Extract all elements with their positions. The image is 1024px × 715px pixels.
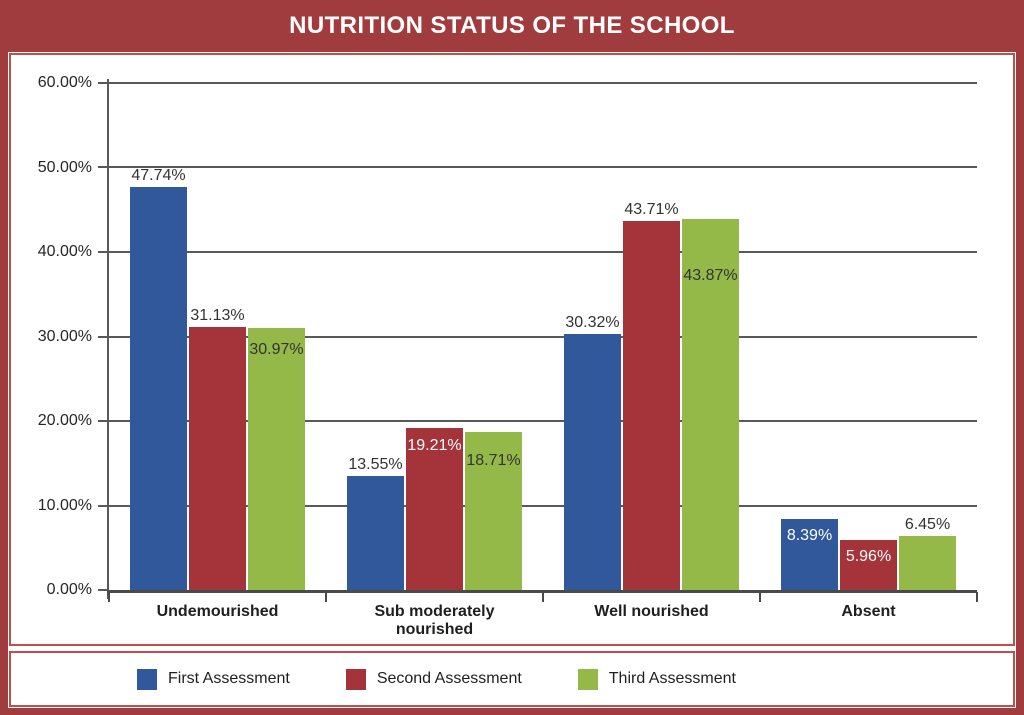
bar-value-label: 6.45%: [904, 515, 951, 533]
gridline: [109, 250, 977, 253]
category-label: Sub moderately nourished: [374, 603, 495, 638]
bar-group: 8.39% 5.96% 6.45%: [760, 83, 977, 590]
category-label: Absent: [841, 603, 896, 620]
category-cell: Undemourished: [109, 603, 326, 644]
x-axis-tick: [759, 592, 761, 602]
x-axis-tick: [976, 592, 978, 602]
bar-value-label: 31.13%: [190, 306, 245, 324]
category-axis: Undemourished Sub moderately nourished Wel…: [109, 594, 977, 644]
bar-group: 13.55% 19.21% 18.71%: [326, 83, 543, 590]
bar-value-label: 18.71%: [466, 451, 521, 469]
plot-area: 0.00% 10.00% 20.00% 30.00% 40.00% 50.00% 60.00…: [38, 74, 978, 602]
y-tick-label: 0.00%: [46, 581, 92, 598]
bar: 43.71%: [623, 201, 680, 590]
y-axis-tick: [98, 419, 109, 422]
y-axis-tick: [98, 504, 109, 507]
y-axis-tick: [98, 82, 109, 84]
bar: 5.96%: [840, 539, 897, 590]
bar-value-label: 5.96%: [845, 547, 892, 565]
bar-value-label: 43.71%: [624, 200, 679, 218]
bar-value-label: 8.39%: [786, 527, 833, 545]
legend: First Assessment Second Assessment Third A…: [9, 651, 1015, 707]
y-tick-label: 30.00%: [37, 327, 92, 345]
chart-card: 0.00% 10.00% 20.00% 30.00% 40.00% 50.00% 60.00…: [8, 52, 1016, 708]
category-cell: Absent: [760, 603, 977, 644]
y-axis-tick: [98, 166, 109, 169]
y-tick-label: 50.00%: [37, 158, 92, 176]
legend-label: Second Assessment: [376, 670, 522, 687]
bar-value-label: 19.21%: [407, 436, 462, 454]
x-axis-tick: [108, 592, 110, 602]
y-axis-tick: [98, 250, 109, 253]
legend-label: First Assessment: [168, 670, 290, 687]
bar-value-label: 13.55%: [348, 455, 403, 473]
bar-value-label: 47.74%: [131, 166, 186, 184]
category-label: Undemourished: [156, 603, 279, 620]
bar: 43.87%: [682, 219, 739, 590]
legend-swatch: [577, 668, 598, 690]
x-axis-tick: [325, 592, 327, 602]
bar-group: 47.74% 31.13% 30.97%: [109, 83, 326, 590]
y-axis-line: [107, 79, 109, 599]
legend-item: Third Assessment: [577, 668, 736, 690]
legend-item: First Assessment: [137, 668, 290, 690]
x-axis-line: [107, 590, 977, 593]
bar-group: 30.32% 43.71% 43.87%: [543, 83, 760, 590]
category-label: Well nourished: [594, 603, 709, 620]
y-tick-label: 20.00%: [37, 412, 92, 429]
bar: 19.21%: [406, 427, 463, 590]
bar-value-label: 43.87%: [683, 267, 738, 285]
chart-title-bar: NUTRITION STATUS OF THE SCHOOL: [8, 0, 1016, 52]
gridline: [109, 504, 977, 507]
x-axis-tick: [542, 592, 544, 602]
gridline: [109, 335, 977, 338]
bar-value-label: 30.32%: [565, 313, 620, 331]
y-tick-label: 40.00%: [37, 243, 92, 260]
bar: 18.71%: [465, 431, 522, 590]
y-axis-tick: [98, 335, 109, 338]
chart-title: NUTRITION STATUS OF THE SCHOOL: [289, 12, 735, 39]
legend-label: Third Assessment: [608, 670, 736, 687]
bar: 8.39%: [781, 519, 838, 590]
legend-swatch: [345, 668, 366, 690]
bar: 31.13%: [189, 307, 246, 590]
chart-panel: 0.00% 10.00% 20.00% 30.00% 40.00% 50.00% 60.00…: [9, 53, 1015, 646]
bar: 6.45%: [899, 516, 956, 590]
bar: 13.55%: [347, 456, 404, 590]
gridline: [109, 82, 977, 84]
bar: 30.32%: [564, 314, 621, 590]
category-cell: Well nourished: [543, 603, 760, 644]
bar: 47.74%: [130, 167, 187, 590]
gridline: [109, 419, 977, 422]
bars-layer: 47.74% 31.13% 30.97% 13.55% 19.21% 18.71% 30.3…: [109, 83, 977, 590]
y-tick-label: 10.00%: [37, 496, 92, 514]
y-tick-label: 60.00%: [37, 74, 92, 91]
legend-item: Second Assessment: [345, 668, 522, 690]
category-cell: Sub moderately nourished: [326, 603, 543, 644]
bar: 30.97%: [248, 328, 305, 590]
y-axis-tick: [98, 589, 109, 591]
legend-swatch: [137, 668, 157, 690]
gridline: [109, 166, 977, 169]
bar-value-label: 30.97%: [249, 341, 304, 359]
